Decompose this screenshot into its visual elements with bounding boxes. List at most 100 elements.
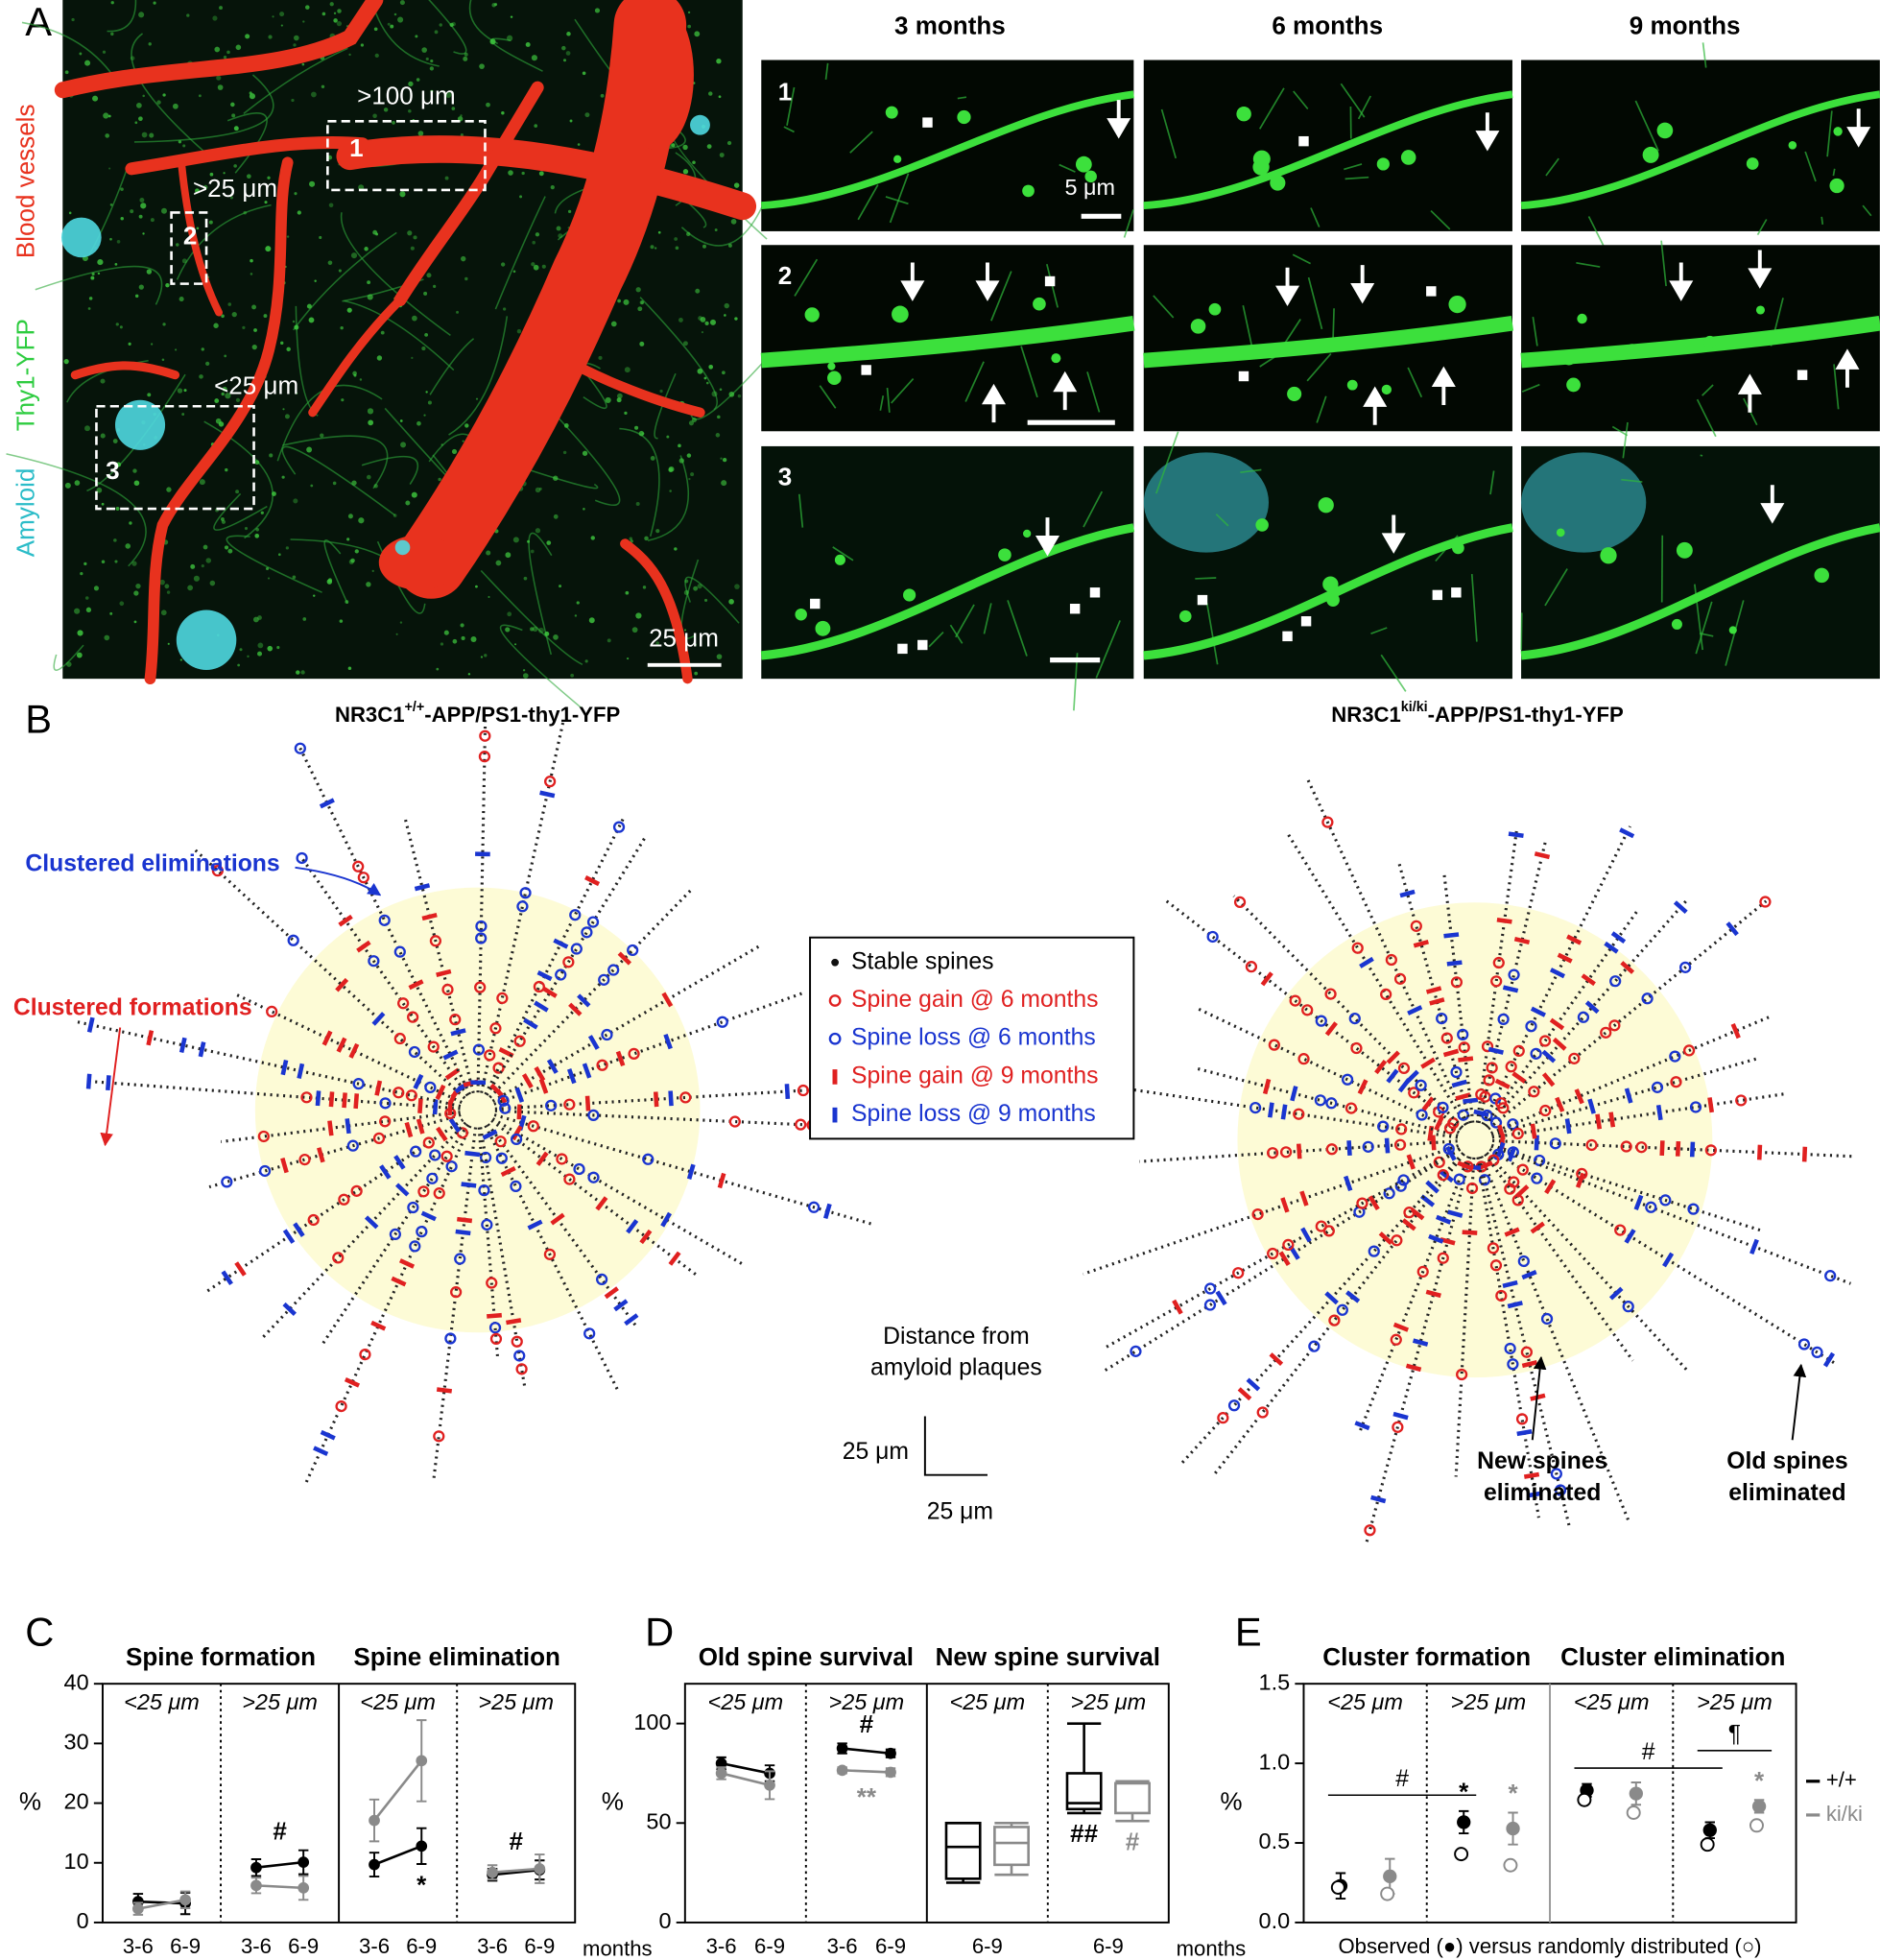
spine-marker [486,1277,498,1289]
neurite-speckle [460,623,464,628]
neurite-speckle [395,633,398,635]
neurite-speckle [544,631,550,636]
neurite-speckle [569,119,573,123]
x-unit: months [1177,1936,1247,1960]
spine-marker [1487,1046,1504,1055]
neurite [849,131,873,154]
neurite-speckle [306,303,312,309]
neurite-speckle [399,191,406,198]
spine-marker [1301,1004,1314,1016]
neurite-speckle [682,169,689,175]
spine-marker [436,1126,448,1142]
neurite-speckle [332,481,337,486]
x-tick-label: 3-6 [827,1934,858,1958]
neurite-speckle [150,343,154,346]
stain-label: Thy1-YFP [12,319,40,431]
spine-marker [464,1150,481,1158]
neurite-speckle [412,315,417,322]
dendrite [761,90,1134,210]
spine-marker [500,1165,516,1178]
spine-marker [1325,1143,1338,1156]
neurite-speckle [541,264,546,269]
neurite-speckle [532,626,538,633]
spine-marker [1397,1174,1410,1186]
spine-marker [1508,831,1524,838]
spine-marker [1324,988,1337,1000]
neurite [1622,421,1629,459]
neurite [1380,654,1407,692]
neurite [879,395,885,411]
spine-marker [1436,1214,1452,1225]
neurite [1292,253,1311,265]
neurite-speckle [722,370,726,375]
neurite [1083,490,1104,528]
neurite-speckle [470,635,477,643]
spine-marker [1233,896,1247,909]
neurite [1307,276,1323,330]
neurite-speckle [399,419,403,422]
column-header: 3 months [894,12,1006,40]
neurite-speckle [149,132,155,138]
neurite-speckle [235,44,242,51]
spine-marker [1421,1096,1435,1111]
neurite-speckle [500,262,506,267]
spine-marker [1682,1044,1696,1057]
neurite [176,203,272,280]
neurite-speckle [311,91,317,98]
spine-marker [1487,1242,1500,1255]
neurite-speckle [424,332,429,337]
neurite-speckle [254,533,260,538]
neurite-speckle [100,378,106,384]
spine-marker [479,1151,492,1164]
neurite-speckle [272,15,274,18]
neurite-speckle [129,521,132,525]
spine-marker [327,1120,334,1136]
spine-marker [1442,1048,1460,1058]
neurite [1660,240,1667,287]
spine-marker [1392,1322,1410,1332]
spine-marker [639,1229,653,1245]
spine-marker [513,1350,526,1362]
neurite-speckle [265,246,272,252]
neurite-speckle [624,411,628,416]
legend-label: Spine gain @ 9 months [851,1063,1099,1088]
spine-marker [1486,1062,1498,1074]
spine-marker [1425,986,1442,994]
spine-marker [587,1035,600,1050]
neurite-speckle [327,260,333,266]
inset-image [1143,60,1512,231]
arrow [1053,370,1078,411]
neurite-speckle [242,325,246,329]
spine-marker [1502,985,1519,993]
spine-marker [1390,1333,1402,1346]
neurite-speckle [634,425,639,430]
marker-square [1300,616,1312,627]
spine-marker [1473,1109,1489,1117]
spine-marker [660,1211,673,1228]
dendrite-axis [1486,1152,1689,1373]
panel-letter: C [25,1609,54,1654]
neurite-speckle [113,538,117,542]
spine-head [1656,122,1674,139]
spine-marker [1336,1303,1348,1316]
neurite-speckle [205,558,212,563]
neurite-speckle [199,479,205,486]
spine-marker [1614,1224,1627,1236]
scale-bar [923,1416,988,1476]
spine-marker [489,1022,502,1035]
dendrite-axis [1357,1156,1470,1434]
spine-marker [1513,936,1531,945]
neurite-speckle [684,579,689,584]
neurite-speckle [97,272,101,275]
neurite-speckle [697,584,702,589]
x-tick-label: 6-9 [170,1934,201,1958]
spine-marker [321,1030,333,1046]
neurite-speckle [341,398,345,402]
data-point [297,1882,310,1894]
neurite-speckle [131,561,137,566]
spine-marker [797,1084,810,1097]
dendrite-axis [1083,1144,1460,1276]
legend-label: Stable spines [851,948,994,974]
neurite-speckle [221,392,225,396]
spine-marker [534,1000,549,1013]
